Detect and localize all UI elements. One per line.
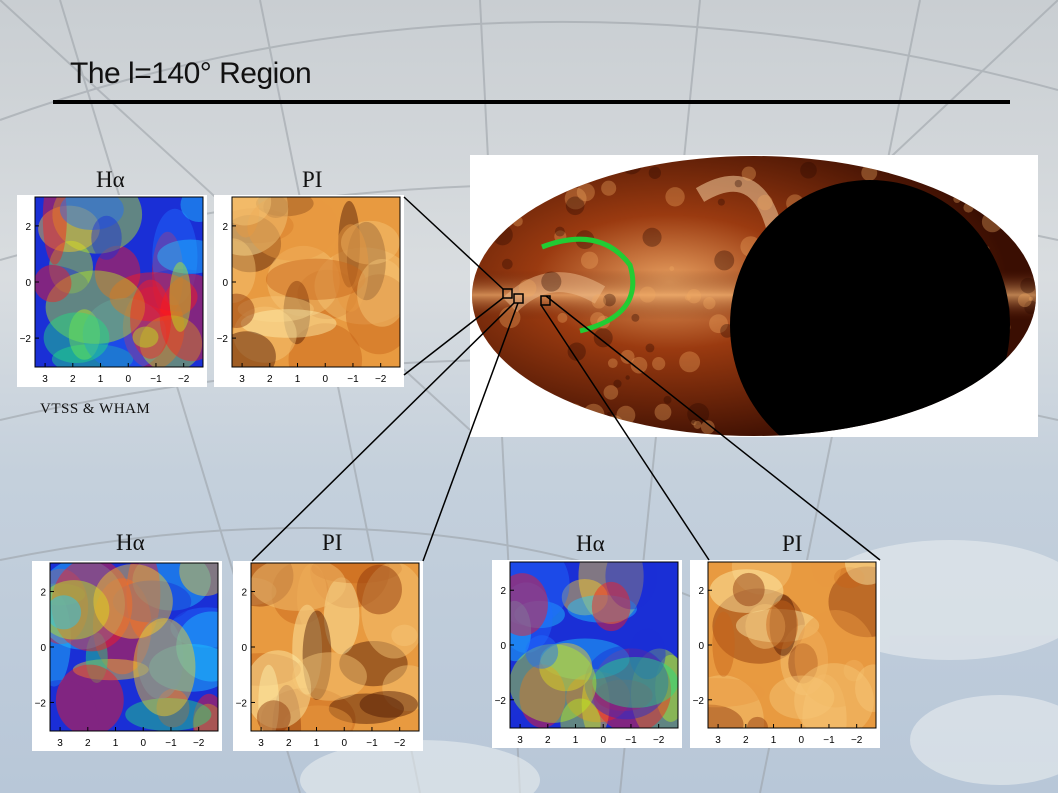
x-tick-label: 2 (743, 735, 749, 746)
x-tick-label: 0 (140, 738, 146, 749)
x-tick-label: 0 (798, 735, 804, 746)
y-tick-label: 2 (25, 222, 31, 233)
x-tick-label: 0 (341, 738, 347, 749)
pi-map-bottom-left: 2 0 −2 3 2 1 0 −1 −2 (233, 561, 423, 751)
y-tick-label: 2 (241, 588, 247, 599)
title-underline (53, 100, 1010, 104)
y-tick-label: 0 (40, 643, 46, 654)
y-tick-label: 0 (500, 641, 506, 652)
y-tick-label: 2 (698, 586, 704, 597)
x-tick-label: −2 (178, 374, 190, 385)
x-tick-label: −2 (394, 738, 406, 749)
x-tick-label: 0 (125, 374, 131, 385)
x-tick-label: 2 (286, 738, 292, 749)
y-tick-label: −2 (217, 334, 229, 345)
x-tick-label: 1 (314, 738, 320, 749)
x-tick-label: 3 (715, 735, 721, 746)
label-halpha-top-left: Hα (96, 167, 125, 192)
x-tick-label: 2 (85, 738, 91, 749)
y-tick-label: −2 (20, 334, 32, 345)
x-tick-label: −2 (851, 735, 863, 746)
x-tick-label: 3 (42, 374, 48, 385)
y-tick-label: 0 (241, 643, 247, 654)
all-sky-map (470, 155, 1038, 437)
x-tick-label: 3 (239, 374, 245, 385)
y-tick-label: 0 (25, 278, 31, 289)
y-tick-label: 0 (698, 641, 704, 652)
field-marker-1 (502, 288, 513, 299)
x-tick-label: 3 (517, 735, 523, 746)
x-tick-label: −2 (375, 374, 387, 385)
x-tick-label: 2 (70, 374, 76, 385)
pi-map-top-left: 2 0 −2 3 2 1 0 −1 −2 (214, 195, 404, 387)
label-halpha-bottom-right: Hα (576, 531, 605, 556)
x-tick-label: −2 (193, 738, 205, 749)
x-tick-label: 2 (545, 735, 551, 746)
x-tick-label: 1 (295, 374, 301, 385)
x-tick-label: −1 (150, 374, 162, 385)
x-tick-label: −1 (165, 738, 177, 749)
source-note: VTSS & WHAM (40, 401, 151, 417)
x-tick-label: −1 (366, 738, 378, 749)
x-tick-label: −1 (625, 735, 637, 746)
y-tick-label: −2 (693, 696, 705, 707)
x-tick-label: 1 (573, 735, 579, 746)
label-pi-bottom-left: PI (322, 530, 343, 555)
y-tick-label: 2 (500, 586, 506, 597)
x-tick-label: −1 (347, 374, 359, 385)
label-pi-bottom-right: PI (782, 531, 803, 556)
y-tick-label: 0 (222, 278, 228, 289)
x-tick-label: 0 (600, 735, 606, 746)
y-tick-label: 2 (40, 588, 46, 599)
x-tick-label: 1 (771, 735, 777, 746)
x-tick-label: 2 (267, 374, 273, 385)
label-halpha-bottom-left: Hα (116, 530, 145, 555)
halpha-map-top-left: 2 0 −2 3 2 1 0 −1 −2 (17, 195, 207, 387)
y-tick-label: −2 (35, 698, 47, 709)
x-tick-label: −1 (823, 735, 835, 746)
label-pi-top-left: PI (302, 167, 323, 192)
y-tick-label: −2 (236, 698, 248, 709)
pi-map-bottom-right: 2 0 −2 3 2 1 0 −1 −2 (690, 560, 880, 748)
halpha-map-bottom-right: 2 0 −2 3 2 1 0 −1 −2 (492, 560, 682, 748)
x-tick-label: 3 (57, 738, 63, 749)
x-tick-label: 1 (113, 738, 119, 749)
x-tick-label: 1 (98, 374, 104, 385)
x-tick-label: 0 (322, 374, 328, 385)
x-tick-label: −2 (653, 735, 665, 746)
x-tick-label: 3 (258, 738, 264, 749)
y-tick-label: −2 (495, 696, 507, 707)
halpha-map-bottom-left: 2 0 −2 3 2 1 0 −1 −2 (32, 561, 222, 751)
slide-title: The l=140° Region (70, 57, 312, 90)
y-tick-label: 2 (222, 222, 228, 233)
